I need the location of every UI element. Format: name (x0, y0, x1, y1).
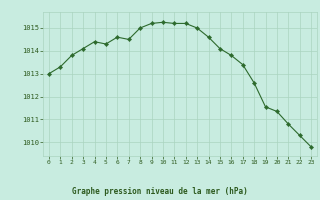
Text: Graphe pression niveau de la mer (hPa): Graphe pression niveau de la mer (hPa) (72, 187, 248, 196)
